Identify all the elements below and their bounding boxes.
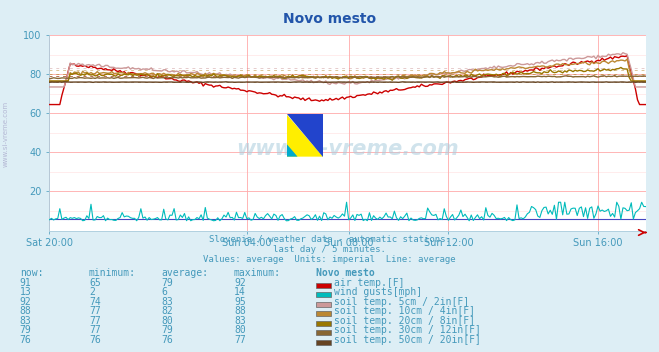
Text: 83: 83 bbox=[234, 316, 246, 326]
Text: 88: 88 bbox=[234, 306, 246, 316]
Text: 80: 80 bbox=[161, 316, 173, 326]
Text: 95: 95 bbox=[234, 297, 246, 307]
Text: 76: 76 bbox=[89, 335, 101, 345]
Text: wind gusts[mph]: wind gusts[mph] bbox=[334, 287, 422, 297]
Text: 65: 65 bbox=[89, 278, 101, 288]
Polygon shape bbox=[287, 114, 323, 157]
Text: soil temp. 10cm / 4in[F]: soil temp. 10cm / 4in[F] bbox=[334, 306, 475, 316]
Text: 6: 6 bbox=[161, 287, 167, 297]
Text: 77: 77 bbox=[89, 306, 101, 316]
Polygon shape bbox=[287, 144, 298, 157]
Text: 76: 76 bbox=[20, 335, 32, 345]
Text: last day / 5 minutes.: last day / 5 minutes. bbox=[273, 245, 386, 254]
Text: 14: 14 bbox=[234, 287, 246, 297]
Text: minimum:: minimum: bbox=[89, 268, 136, 278]
Text: 79: 79 bbox=[161, 325, 173, 335]
Text: 82: 82 bbox=[161, 306, 173, 316]
Text: 74: 74 bbox=[89, 297, 101, 307]
Text: 2: 2 bbox=[89, 287, 95, 297]
Text: www.si-vreme.com: www.si-vreme.com bbox=[237, 138, 459, 158]
Text: www.si-vreme.com: www.si-vreme.com bbox=[2, 101, 9, 167]
Text: soil temp. 50cm / 20in[F]: soil temp. 50cm / 20in[F] bbox=[334, 335, 481, 345]
Text: 13: 13 bbox=[20, 287, 32, 297]
Text: 88: 88 bbox=[20, 306, 32, 316]
Text: 83: 83 bbox=[161, 297, 173, 307]
Text: 92: 92 bbox=[234, 278, 246, 288]
Text: 79: 79 bbox=[20, 325, 32, 335]
Text: 83: 83 bbox=[20, 316, 32, 326]
Text: air temp.[F]: air temp.[F] bbox=[334, 278, 405, 288]
Text: 91: 91 bbox=[20, 278, 32, 288]
Text: average:: average: bbox=[161, 268, 208, 278]
Text: 76: 76 bbox=[161, 335, 173, 345]
Text: Novo mesto: Novo mesto bbox=[283, 12, 376, 26]
Text: now:: now: bbox=[20, 268, 43, 278]
Text: soil temp. 20cm / 8in[F]: soil temp. 20cm / 8in[F] bbox=[334, 316, 475, 326]
Text: 77: 77 bbox=[234, 335, 246, 345]
Text: Novo mesto: Novo mesto bbox=[316, 268, 375, 278]
Text: 92: 92 bbox=[20, 297, 32, 307]
Text: 77: 77 bbox=[89, 325, 101, 335]
Text: 80: 80 bbox=[234, 325, 246, 335]
Text: Values: average  Units: imperial  Line: average: Values: average Units: imperial Line: av… bbox=[203, 255, 456, 264]
Text: 77: 77 bbox=[89, 316, 101, 326]
Text: soil temp. 5cm / 2in[F]: soil temp. 5cm / 2in[F] bbox=[334, 297, 469, 307]
Text: Slovenia / weather data - automatic stations.: Slovenia / weather data - automatic stat… bbox=[208, 234, 451, 243]
Text: soil temp. 30cm / 12in[F]: soil temp. 30cm / 12in[F] bbox=[334, 325, 481, 335]
Polygon shape bbox=[287, 114, 323, 157]
Text: maximum:: maximum: bbox=[234, 268, 281, 278]
Text: 79: 79 bbox=[161, 278, 173, 288]
